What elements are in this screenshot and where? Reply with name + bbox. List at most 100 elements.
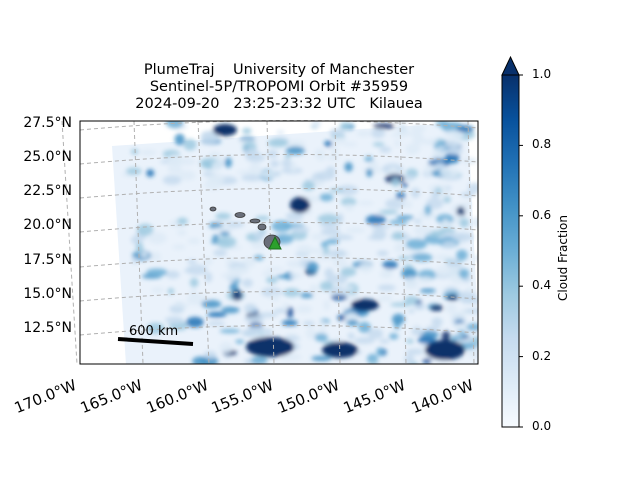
- scale-bar-label: 600 km: [129, 324, 179, 339]
- cloud-cell: [126, 167, 142, 175]
- cloud-cell: [224, 157, 232, 168]
- cloud-cell: [276, 129, 285, 135]
- cloud-cell: [235, 339, 245, 344]
- colorbar: [501, 74, 520, 428]
- cloud-cell: [407, 309, 415, 314]
- cloud-cell: [389, 333, 399, 340]
- cloud-cell: [376, 250, 389, 257]
- cloud-cell: [266, 149, 278, 159]
- cloud-cell: [396, 215, 414, 220]
- cloud-cell: [204, 271, 213, 283]
- cloud-cell: [459, 218, 470, 228]
- cloud-cell: [270, 160, 280, 168]
- cloud-cell: [324, 267, 334, 279]
- cloud-cell: [250, 356, 268, 364]
- cloud-cell: [354, 337, 375, 345]
- cloud-cell: [339, 122, 351, 131]
- cloud-cell: [241, 174, 263, 182]
- cloud-cell: [213, 226, 235, 232]
- cloud-cell: [330, 144, 338, 157]
- cloud-cell: [203, 351, 217, 359]
- colorbar-tick-label: 1.0: [532, 67, 552, 81]
- cloud-cell: [137, 223, 154, 236]
- cloud-cell: [219, 342, 233, 354]
- cloud-cell: [468, 182, 478, 194]
- cloud-cell: [404, 280, 419, 290]
- cloud-cell: [302, 181, 316, 191]
- cloud-cell: [464, 308, 478, 314]
- island-oahu: [234, 212, 246, 218]
- cloud-cell: [186, 316, 204, 328]
- lat-gridline: [79, 256, 479, 268]
- cloud-cell: [192, 356, 209, 364]
- cloud-cell: [332, 258, 348, 268]
- cloud-cell: [320, 227, 341, 236]
- cloud-cell: [174, 133, 185, 146]
- cloud-cell: [358, 262, 373, 273]
- cloud-cell: [382, 260, 398, 270]
- cloud-cell: [203, 257, 213, 266]
- colorbar-label: Cloud Fraction: [556, 215, 570, 301]
- cloud-cell: [186, 259, 197, 265]
- cloud-cell: [177, 217, 188, 226]
- colorbar-tick-label: 0.6: [532, 207, 552, 222]
- lat-tick-label: 17.5°N: [23, 252, 72, 268]
- cloud-cell: [404, 295, 419, 306]
- lat-gridline: [79, 221, 479, 233]
- cloud-cell: [215, 212, 231, 220]
- cloud-cell: [340, 267, 357, 277]
- cloud-cell: [286, 306, 294, 319]
- cloud-cell: [373, 123, 395, 129]
- lat-tick-label: 15.0°N: [23, 286, 72, 302]
- lat-tick-label: 25.0°N: [23, 149, 72, 165]
- lat-gridline: [79, 290, 479, 302]
- cloud-cell: [358, 321, 371, 333]
- cloud-cell: [445, 302, 457, 314]
- cloud-cell: [342, 293, 360, 301]
- cloud-cell: [430, 189, 439, 199]
- cloud-cell: [405, 338, 414, 344]
- cloud-cell: [391, 177, 400, 187]
- dense-cloud: [290, 197, 310, 213]
- cloud-cell: [403, 200, 413, 209]
- cloud-cell: [322, 245, 330, 257]
- cloud-cell: [207, 321, 226, 326]
- cloud-cell: [411, 253, 433, 262]
- cloud-cell: [450, 270, 462, 279]
- cloud-cell: [167, 287, 175, 295]
- cloud-cell: [431, 317, 443, 327]
- cloud-cell: [379, 269, 393, 279]
- lon-gridline: [334, 120, 341, 365]
- cloud-cell: [370, 224, 391, 230]
- cloud-cell: [367, 235, 386, 241]
- cloud-cell: [207, 172, 225, 185]
- cloud-cell: [283, 336, 301, 342]
- cloud-cell: [219, 231, 230, 236]
- dense-cloud: [246, 337, 294, 357]
- cloud-cell: [368, 160, 379, 169]
- cloud-cell: [439, 167, 461, 178]
- cloud-cell: [265, 267, 285, 272]
- cloud-cell: [376, 347, 384, 357]
- cloud-cell: [207, 311, 227, 318]
- cloud-cell: [443, 196, 451, 203]
- cloud-cell: [331, 294, 348, 301]
- cloud-cell: [345, 227, 366, 234]
- cloud-cell: [270, 292, 280, 302]
- colorbar-tick-label: 0.4: [532, 278, 552, 293]
- cloud-cell: [283, 288, 301, 298]
- lat-gridline: [79, 324, 479, 336]
- cloud-cell: [140, 251, 149, 258]
- cloud-cell: [336, 213, 344, 224]
- cloud-cell: [444, 139, 462, 149]
- cloud-cell: [241, 127, 252, 135]
- cloud-cell: [265, 276, 278, 284]
- cloud-cell: [201, 300, 222, 309]
- cloud-cell: [227, 266, 250, 276]
- cloud-cell: [325, 166, 336, 176]
- lon-gridline: [467, 120, 475, 365]
- cloud-cell: [173, 303, 191, 308]
- cloud-cell: [461, 298, 478, 304]
- cloud-cell: [319, 222, 340, 228]
